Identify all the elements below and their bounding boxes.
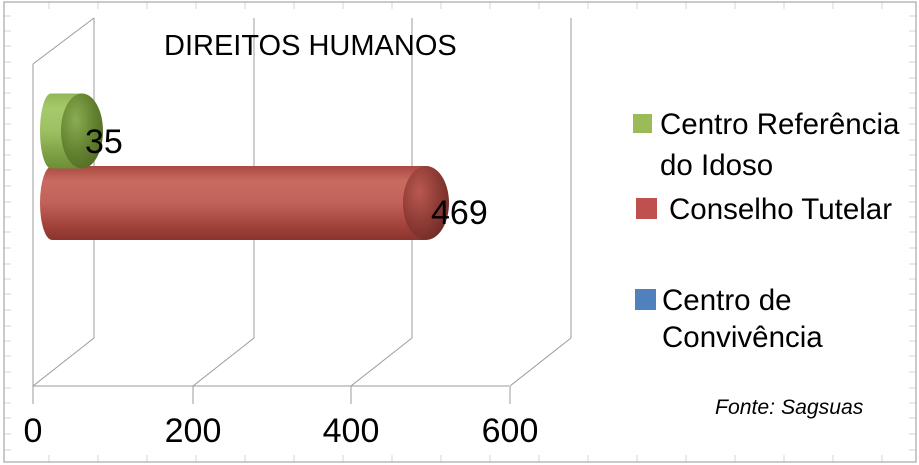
svg-text:Conselho Tutelar: Conselho Tutelar (669, 193, 892, 226)
svg-text:200: 200 (165, 412, 222, 450)
svg-text:Convivência: Convivência (662, 321, 823, 354)
svg-text:Centro de: Centro de (662, 284, 792, 317)
svg-text:469: 469 (431, 194, 488, 232)
svg-text:Centro Referência: Centro Referência (660, 108, 900, 141)
svg-text:do Idoso: do Idoso (660, 149, 773, 182)
svg-text:35: 35 (85, 123, 123, 161)
svg-text:400: 400 (323, 412, 380, 450)
svg-text:0: 0 (24, 412, 43, 450)
svg-text:Fonte: Sagsuas: Fonte: Sagsuas (715, 396, 864, 419)
svg-text:600: 600 (482, 412, 539, 450)
svg-text:DIREITOS HUMANOS: DIREITOS HUMANOS (164, 30, 457, 62)
